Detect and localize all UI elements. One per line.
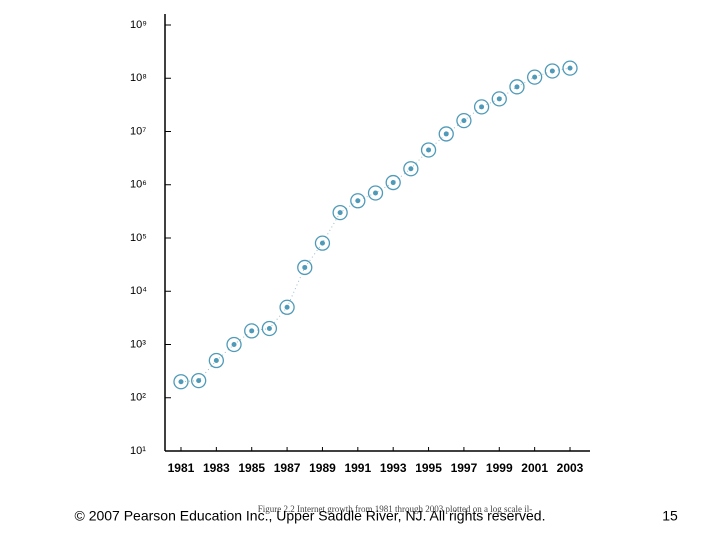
point-ring [491,91,507,107]
point [479,104,485,110]
point-ring [385,174,401,191]
y-tick-label: 10¹ [130,445,146,457]
point [390,180,396,186]
x-tick-label: 1993 [380,461,407,475]
x-tick-label: 1991 [344,461,371,475]
point-ring [297,259,313,276]
point [443,131,449,137]
point-ring [544,63,560,79]
x-tick-label: 1985 [238,461,265,475]
x-tick-label: 1997 [451,461,478,475]
point-ring [208,352,225,369]
point-ring [314,235,331,251]
point [426,147,432,153]
point-ring [403,161,419,177]
y-tick-label: 10³ [130,338,146,350]
x-tick-label: 1981 [168,461,195,475]
point-ring [456,112,472,129]
point-ring [438,126,454,142]
point-ring [420,142,437,158]
point-ring [279,299,295,315]
point [532,74,538,80]
footer: © 2007 Pearson Education Inc., Upper Sad… [74,508,545,524]
y-tick-label: 10⁵ [130,232,147,244]
point-ring [473,99,490,115]
point [567,65,573,71]
x-tick-label: 1987 [274,461,301,475]
point [461,118,467,124]
point-ring [367,185,384,201]
point-ring [509,79,525,95]
point [549,68,555,74]
x-tick-label: 1999 [486,461,513,475]
point [178,379,184,385]
y-tick-label: 10⁹ [130,19,147,31]
y-tick-label: 10⁷ [130,125,146,137]
point [355,198,361,204]
point [319,240,325,246]
point [284,304,290,310]
point [373,190,378,196]
y-tick-label: 10⁸ [130,72,147,84]
point-ring [350,193,366,209]
x-tick-label: 1989 [309,461,336,475]
x-tick-label: 2003 [557,461,584,475]
point-ring [261,320,278,337]
x-tick-label: 1995 [415,461,442,475]
point [249,328,255,334]
figure-caption: Figure 2.2 Internet growth from 1981 thr… [258,504,532,514]
trend-line [180,67,571,383]
point-ring [562,60,578,76]
point-ring [244,323,260,339]
point-ring [527,69,543,85]
point [213,358,219,364]
x-tick-label: 1983 [203,461,230,475]
point [266,325,272,331]
y-tick-label: 10⁶ [130,179,147,191]
point [408,166,414,172]
point [196,378,202,384]
page-number: 15 [662,508,678,524]
point-ring [173,374,189,390]
x-tick-label: 2001 [521,461,548,475]
y-tick-label: 10⁴ [130,285,147,297]
point-ring [332,204,348,221]
point [231,342,237,347]
point [514,84,520,90]
point [302,264,308,270]
y-tick-label: 10² [130,392,146,404]
point [337,210,343,216]
point [496,96,502,102]
point-ring [191,372,207,389]
point-ring [226,336,242,353]
